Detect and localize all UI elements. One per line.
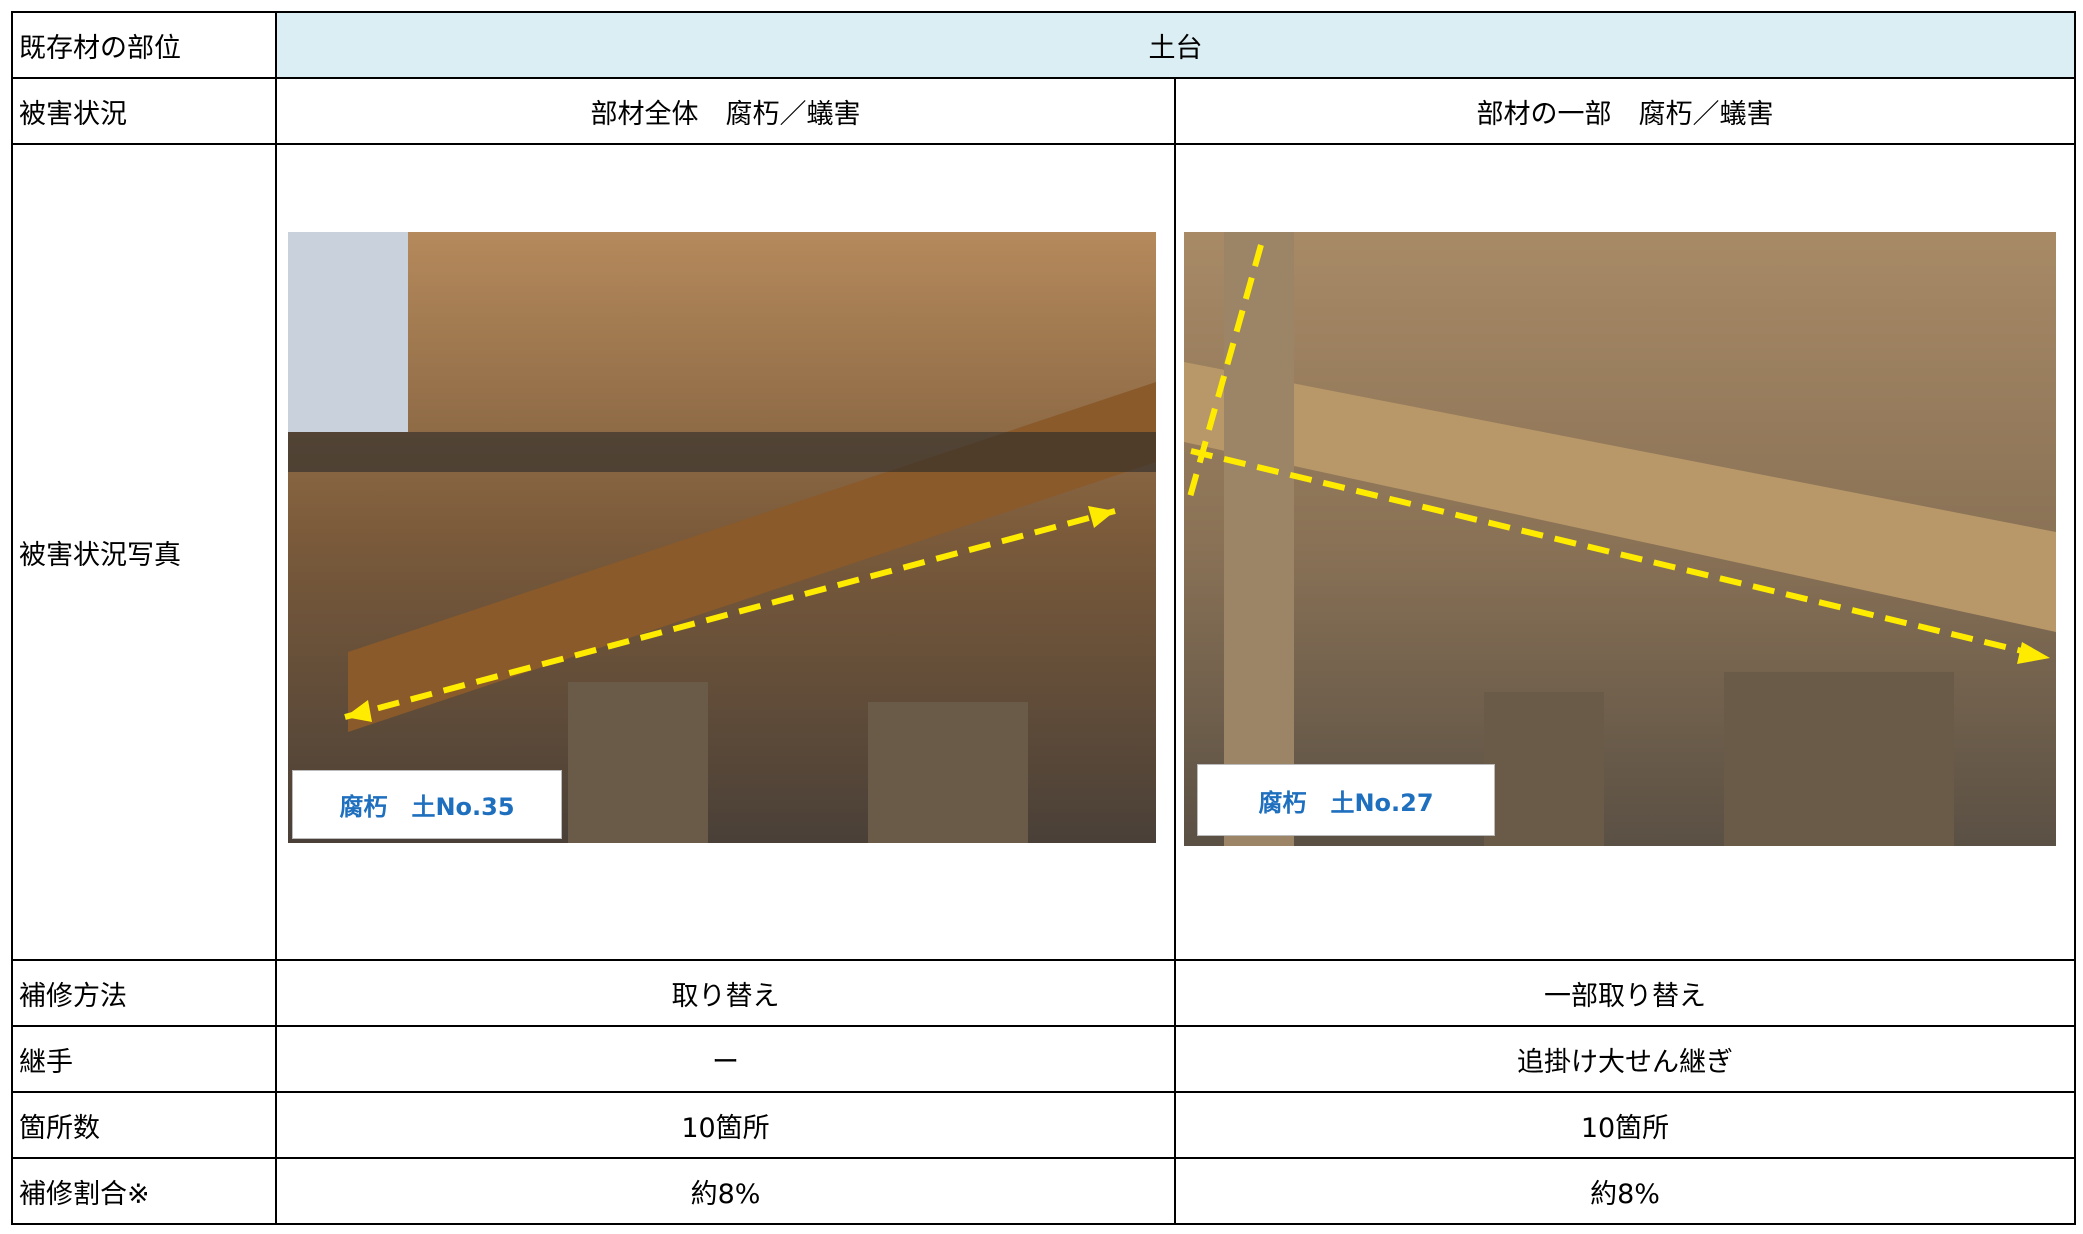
row: 既存材の部位 土台: [11, 11, 2076, 79]
row-label: 箇所数: [11, 1091, 277, 1159]
row-label: 補修割合※: [11, 1157, 277, 1225]
photo-image: [1184, 232, 2056, 846]
cell: 取り替え: [275, 959, 1176, 1027]
repair-table: 既存材の部位 土台 被害状況 部材全体 腐朽／蟻害 部材の一部 腐朽／蟻害 被害…: [11, 11, 2076, 1225]
photo-image: [288, 232, 1156, 843]
photo: 腐朽 土No.27: [1184, 232, 2056, 846]
row-label: 既存材の部位: [11, 11, 277, 79]
row: 継手 ー 追掛け大せん継ぎ: [11, 1025, 2076, 1093]
row: 補修割合※ 約8% 約8%: [11, 1157, 2076, 1225]
cell: 土台: [275, 11, 2076, 79]
photo-label: 腐朽 土No.27: [1197, 764, 1495, 836]
cell: 追掛け大せん継ぎ: [1174, 1025, 2076, 1093]
row-label: 被害状況写真: [11, 143, 277, 961]
cell: ー: [275, 1025, 1176, 1093]
photo: 腐朽 土No.35: [288, 232, 1156, 843]
row: 被害状況 部材全体 腐朽／蟻害 部材の一部 腐朽／蟻害: [11, 77, 2076, 145]
cell: 部材の一部 腐朽／蟻害: [1174, 77, 2076, 145]
photo-cell: 腐朽 土No.35: [275, 143, 1176, 961]
row: 箇所数 10箇所 10箇所: [11, 1091, 2076, 1159]
cell: 10箇所: [1174, 1091, 2076, 1159]
row-label: 補修方法: [11, 959, 277, 1027]
cell: 部材全体 腐朽／蟻害: [275, 77, 1176, 145]
photo-label: 腐朽 土No.35: [292, 770, 562, 839]
row-label: 被害状況: [11, 77, 277, 145]
photo-cell: 腐朽 土No.27: [1174, 143, 2076, 961]
row-label: 継手: [11, 1025, 277, 1093]
row: 補修方法 取り替え 一部取り替え: [11, 959, 2076, 1027]
cell: 約8%: [275, 1157, 1176, 1225]
row: 被害状況写真 腐朽 土No.35 腐朽 土No.27: [11, 143, 2076, 961]
cell: 10箇所: [275, 1091, 1176, 1159]
cell: 約8%: [1174, 1157, 2076, 1225]
cell: 一部取り替え: [1174, 959, 2076, 1027]
